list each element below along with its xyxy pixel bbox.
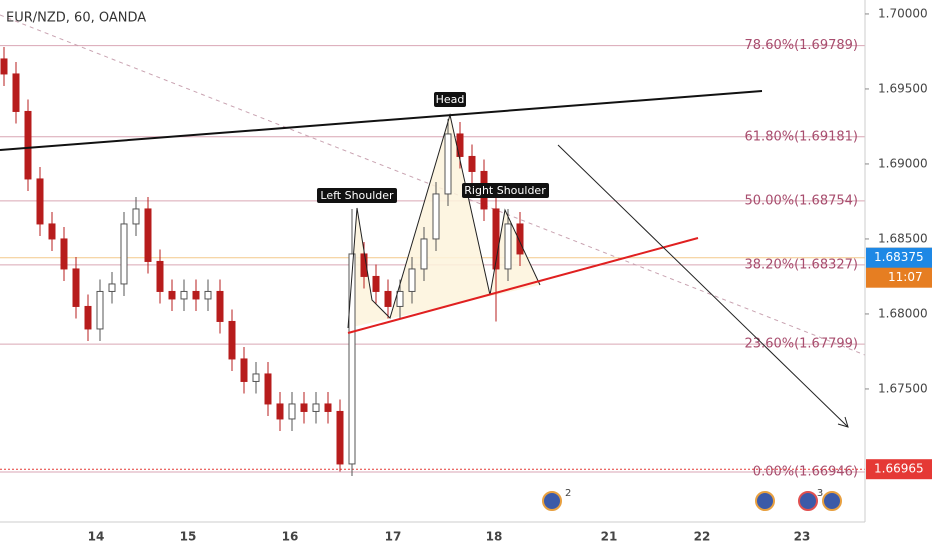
low-marker-label: 1.66965 — [874, 462, 924, 476]
fib-label: 23.60%(1.67799) — [745, 337, 858, 352]
candle-body — [312, 403, 320, 412]
pattern-outline — [347, 113, 541, 329]
candle-body — [444, 133, 452, 195]
x-tick-label: 21 — [601, 530, 618, 544]
last-price-label: 1.68375 — [874, 250, 924, 264]
candle-body — [372, 275, 380, 292]
candle-body — [288, 403, 296, 420]
candle-body — [180, 290, 188, 300]
x-tick-label: 18 — [486, 530, 503, 544]
candle-body — [276, 403, 284, 420]
candle-body — [384, 290, 392, 307]
candle-body — [396, 290, 404, 307]
last-time-label: 11:07 — [888, 270, 923, 284]
candle-body — [408, 268, 416, 292]
y-tick-label: 1.70000 — [878, 6, 928, 20]
candle-body — [504, 223, 512, 270]
x-tick-label: 23 — [794, 530, 811, 544]
candle-body — [108, 283, 116, 292]
candle-body — [84, 305, 92, 330]
arrow-line — [557, 144, 849, 428]
annotation: Right Shoulder — [464, 184, 546, 197]
event-icon[interactable] — [798, 491, 818, 511]
x-tick-label: 17 — [385, 530, 402, 544]
candle-body — [36, 178, 44, 225]
annotation: Left Shoulder — [320, 189, 394, 202]
candle-body — [96, 290, 104, 330]
candle-body — [0, 58, 8, 75]
chart-title: EUR/NZD, 60, OANDA — [6, 11, 146, 26]
fib-label: 78.60%(1.69789) — [745, 38, 858, 53]
low-marker-box — [866, 459, 932, 480]
fib-label: 38.20%(1.68327) — [745, 257, 858, 272]
event-count: 3 — [817, 488, 823, 499]
y-tick-label: 1.68000 — [878, 306, 928, 320]
candle-body — [156, 260, 164, 292]
candle-body — [456, 133, 464, 157]
candle-body — [240, 358, 248, 382]
neckline — [347, 237, 699, 334]
candle-body — [432, 193, 440, 240]
event-icon[interactable] — [822, 491, 842, 511]
label-box — [317, 188, 397, 203]
candle-body — [72, 268, 80, 307]
x-tick-label: 16 — [282, 530, 299, 544]
candle-body — [144, 208, 152, 262]
x-tick-label: 22 — [694, 530, 711, 544]
annotation: Head — [436, 93, 465, 106]
candle-body — [420, 238, 428, 270]
candle-body — [336, 410, 344, 465]
y-tick-label: 1.68500 — [878, 231, 928, 245]
fib-label: 0.00%(1.66946) — [753, 465, 858, 480]
candle-body — [300, 403, 308, 412]
candle-body — [216, 290, 224, 322]
candle-body — [264, 373, 272, 405]
candle-body — [24, 110, 32, 180]
candle-body — [192, 290, 200, 300]
candle-body — [516, 223, 524, 255]
candle-body — [12, 73, 20, 112]
arrow-head — [837, 416, 849, 428]
candle-body — [492, 208, 500, 270]
y-tick-label: 1.69000 — [878, 156, 928, 170]
candle-body — [60, 238, 68, 270]
label-box — [434, 92, 466, 107]
candle-body — [348, 253, 356, 465]
candle-body — [324, 403, 332, 412]
last-price-box — [866, 247, 932, 268]
candle-body — [168, 290, 176, 300]
label-box — [462, 183, 549, 198]
event-icon[interactable] — [755, 491, 775, 511]
candle-body — [468, 155, 476, 172]
x-tick-label: 15 — [180, 530, 197, 544]
event-count: 2 — [565, 488, 571, 499]
candle-body — [120, 223, 128, 285]
fib-label: 61.80%(1.69181) — [745, 129, 858, 144]
candle-body — [132, 208, 140, 225]
candle-body — [48, 223, 56, 240]
x-tick-label: 14 — [88, 530, 105, 544]
pattern-fill — [348, 115, 540, 328]
fib-label: 50.00%(1.68754) — [745, 193, 858, 208]
y-tick-label: 1.69500 — [878, 81, 928, 95]
candle-body — [228, 320, 236, 360]
candle-body — [252, 373, 260, 382]
event-icon[interactable] — [542, 491, 562, 511]
neckline-top — [0, 90, 763, 151]
y-tick-label: 1.67500 — [878, 381, 928, 395]
candle-body — [204, 290, 212, 300]
